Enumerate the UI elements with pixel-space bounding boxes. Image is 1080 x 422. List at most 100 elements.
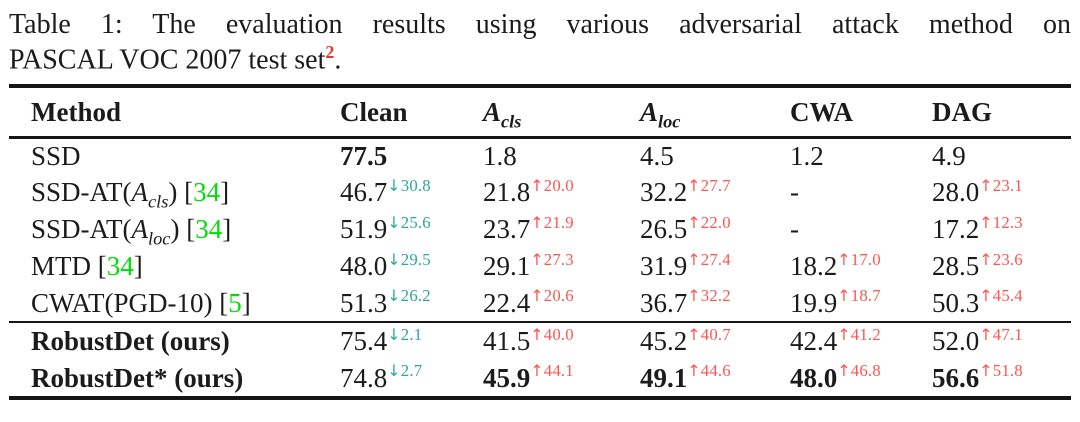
metric-cell: 77.5 xyxy=(340,137,483,174)
metric-cell: 51.9↓25.6 xyxy=(340,211,483,248)
metric-cell: 32.2↑27.7 xyxy=(640,174,790,211)
method-text: ] xyxy=(222,214,232,245)
metric-value: - xyxy=(790,177,799,208)
increase-delta: ↑20.0 xyxy=(530,175,574,195)
footnote-ref[interactable]: 2 xyxy=(325,41,335,62)
up-arrow-icon: ↑ xyxy=(979,361,993,381)
math-symbol: Aloc xyxy=(131,214,171,249)
metric-cell: 75.4↓2.1 xyxy=(340,322,483,360)
metric-cell: 23.7↑21.9 xyxy=(483,211,640,248)
table-row: SSD-AT(Acls) [34] 46.7↓30.8 21.8↑20.0 32.2↑… xyxy=(9,174,1071,211)
caption-line-1: Table 1: The evaluation results using va… xyxy=(9,9,1071,40)
method-text: ) [ xyxy=(168,177,194,208)
metric-cell: 18.2↑17.0 xyxy=(790,248,932,285)
up-arrow-icon: ↑ xyxy=(837,324,851,344)
metric-cell: 4.9 xyxy=(932,137,1071,174)
method-text: SSD-AT( xyxy=(31,177,132,208)
method-cell: SSD xyxy=(9,137,340,174)
metric-value: 75.4 xyxy=(340,326,388,357)
column-header-clean: Clean xyxy=(340,96,408,127)
up-arrow-icon: ↑ xyxy=(979,212,993,232)
increase-delta: ↑46.8 xyxy=(837,361,881,381)
metric-cell: - xyxy=(790,211,932,248)
metric-value: 28.5 xyxy=(932,251,980,282)
increase-delta: ↑47.1 xyxy=(979,324,1023,344)
up-arrow-icon: ↑ xyxy=(687,286,701,306)
metric-cell: 19.9↑18.7 xyxy=(790,285,932,322)
metric-value: 1.8 xyxy=(483,140,517,171)
method-text: MTD [ xyxy=(31,251,107,282)
down-arrow-icon: ↓ xyxy=(387,361,401,381)
math-symbol: Aloc xyxy=(640,96,681,131)
metric-value: 50.3 xyxy=(932,287,980,318)
up-arrow-icon: ↑ xyxy=(530,249,544,269)
decrease-delta: ↓26.2 xyxy=(387,286,431,306)
up-arrow-icon: ↑ xyxy=(530,324,544,344)
metric-value: 74.8 xyxy=(340,362,388,393)
metric-cell: 28.5↑23.6 xyxy=(932,248,1071,285)
increase-delta: ↑27.7 xyxy=(687,175,731,195)
method-text: ) [ xyxy=(170,214,196,245)
metric-value: 31.9 xyxy=(640,251,688,282)
results-table: Method Clean Acls Aloc CWA DAG SSD 77.5 1.8 4.5 1… xyxy=(9,84,1071,401)
metric-value: 51.9 xyxy=(340,214,388,245)
metric-cell: 46.7↓30.8 xyxy=(340,174,483,211)
citation-ref[interactable]: 34 xyxy=(193,177,221,208)
metric-cell: 29.1↑27.3 xyxy=(483,248,640,285)
increase-delta: ↑51.8 xyxy=(979,361,1023,381)
table-header: Method Clean Acls Aloc CWA DAG xyxy=(9,85,1071,138)
metric-cell: 74.8↓2.7 xyxy=(340,360,483,398)
up-arrow-icon: ↑ xyxy=(687,361,701,381)
metric-cell: 28.0↑23.1 xyxy=(932,174,1071,211)
caption-text: PASCAL VOC 2007 test set xyxy=(9,43,326,75)
increase-delta: ↑40.0 xyxy=(530,324,574,344)
increase-delta: ↑45.4 xyxy=(979,286,1023,306)
caption-line-2: PASCAL VOC 2007 test set2. xyxy=(9,42,1071,77)
column-header-cwa: CWA xyxy=(790,96,854,127)
metric-value: 17.2 xyxy=(932,214,980,245)
method-cell: MTD [34] xyxy=(9,248,340,285)
metric-cell: 31.9↑27.4 xyxy=(640,248,790,285)
metric-cell: 36.7↑32.2 xyxy=(640,285,790,322)
table-row: RobustDet* (ours) 74.8↓2.7 45.9↑44.1 49.1↑4… xyxy=(9,360,1071,398)
metric-cell: 4.5 xyxy=(640,137,790,174)
method-cell: SSD-AT(Acls) [34] xyxy=(9,174,340,211)
metric-value: 28.0 xyxy=(932,177,980,208)
table-row: CWAT(PGD-10) [5] 51.3↓26.2 22.4↑20.6 36.7↑3… xyxy=(9,285,1071,322)
increase-delta: ↑12.3 xyxy=(979,212,1023,232)
increase-delta: ↑21.9 xyxy=(530,212,574,232)
up-arrow-icon: ↑ xyxy=(837,361,851,381)
decrease-delta: ↓29.5 xyxy=(387,249,431,269)
up-arrow-icon: ↑ xyxy=(530,361,544,381)
column-header-method: Method xyxy=(31,96,121,127)
decrease-delta: ↓2.1 xyxy=(387,324,423,344)
method-text: SSD-AT( xyxy=(31,214,132,245)
method-text: CWAT(PGD-10) [ xyxy=(31,287,229,318)
increase-delta: ↑23.6 xyxy=(979,249,1023,269)
metric-value: 45.2 xyxy=(640,326,688,357)
math-symbol: Acls xyxy=(131,177,169,212)
metric-cell: 22.4↑20.6 xyxy=(483,285,640,322)
method-text: RobustDet (ours) xyxy=(31,326,230,357)
citation-ref[interactable]: 34 xyxy=(106,251,134,282)
metric-cell: 49.1↑44.6 xyxy=(640,360,790,398)
metric-cell: 45.2↑40.7 xyxy=(640,322,790,360)
metric-value: 22.4 xyxy=(483,287,531,318)
increase-delta: ↑27.4 xyxy=(687,249,731,269)
citation-ref[interactable]: 34 xyxy=(195,214,223,245)
method-cell: RobustDet* (ours) xyxy=(9,360,340,398)
metric-value: 1.2 xyxy=(790,140,824,171)
up-arrow-icon: ↑ xyxy=(687,175,701,195)
metric-cell: 50.3↑45.4 xyxy=(932,285,1071,322)
method-text: ] xyxy=(133,251,143,282)
increase-delta: ↑41.2 xyxy=(837,324,881,344)
citation-ref[interactable]: 5 xyxy=(228,287,242,318)
method-cell: RobustDet (ours) xyxy=(9,322,340,360)
metric-cell: 42.4↑41.2 xyxy=(790,322,932,360)
metric-value: 18.2 xyxy=(790,251,838,282)
up-arrow-icon: ↑ xyxy=(530,212,544,232)
metric-value: 19.9 xyxy=(790,287,838,318)
metric-cell: 51.3↓26.2 xyxy=(340,285,483,322)
increase-delta: ↑32.2 xyxy=(687,286,731,306)
increase-delta: ↑17.0 xyxy=(837,249,881,269)
